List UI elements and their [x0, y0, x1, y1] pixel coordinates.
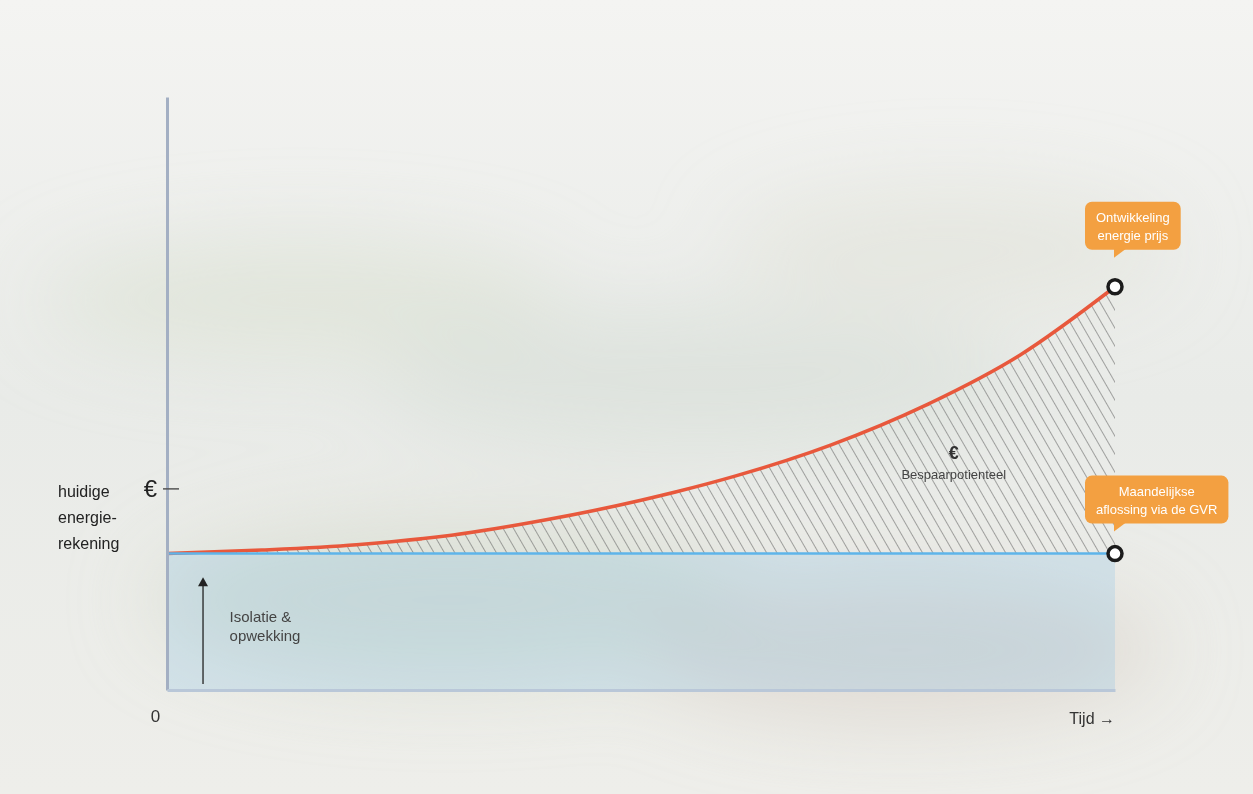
x-tick: 0 — [151, 690, 168, 726]
annotation: €Bespaarpotienteel — [901, 443, 1006, 482]
annotation-arrowhead — [198, 577, 208, 586]
end-marker — [1108, 547, 1122, 561]
annotation: Isolatie &opwekking — [198, 577, 300, 684]
annotation-arrow — [202, 585, 203, 684]
background-blur — [40, 190, 1170, 720]
y-axis-title: huidigeenergie-rekening — [58, 483, 119, 552]
y-tick-mark — [163, 488, 179, 490]
series-label: Ontwikkelingenergie prijs — [1096, 210, 1170, 243]
y-axis: € — [144, 98, 179, 691]
plot-area — [167, 280, 1122, 690]
callout-pointer — [1114, 523, 1126, 532]
callout-box — [1085, 476, 1228, 524]
series-line — [167, 552, 1115, 555]
x-axis-title: Tijd → — [1069, 710, 1115, 727]
savings-area — [167, 287, 1115, 554]
x-axis: 0 — [151, 690, 1116, 726]
end-marker — [1108, 280, 1122, 294]
y-tick-label: € — [144, 475, 158, 502]
x-tick-label: 0 — [151, 707, 160, 726]
area-below — [167, 554, 1115, 690]
series-callout: Ontwikkelingenergie prijs — [1085, 202, 1181, 258]
series-line — [167, 287, 1115, 554]
annotation-text: Isolatie &opwekking — [230, 608, 301, 644]
background — [0, 0, 1253, 794]
series-callout: Maandelijkseaflossing via de GVR — [1085, 476, 1228, 532]
annotation-text: €Bespaarpotienteel — [901, 443, 1006, 482]
x-axis-line — [168, 689, 1116, 692]
y-axis-line — [166, 98, 169, 691]
y-tick: € — [144, 475, 179, 502]
callout-pointer — [1114, 249, 1126, 258]
callout-box — [1085, 202, 1181, 250]
series-label: Maandelijkseaflossing via de GVR — [1096, 484, 1217, 517]
chart: €0 Tijd → huidigeenergie-rekening Ontwikkel… — [0, 0, 1253, 794]
